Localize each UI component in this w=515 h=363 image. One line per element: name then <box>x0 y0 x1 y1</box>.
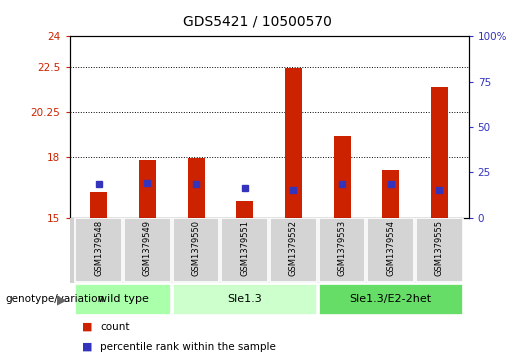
Text: genotype/variation: genotype/variation <box>5 294 104 305</box>
Bar <box>334 136 351 218</box>
Text: wild type: wild type <box>98 294 148 305</box>
Text: GSM1379554: GSM1379554 <box>386 220 396 276</box>
Text: count: count <box>100 322 130 332</box>
Bar <box>285 68 302 218</box>
FancyBboxPatch shape <box>270 219 317 282</box>
Text: percentile rank within the sample: percentile rank within the sample <box>100 342 277 352</box>
FancyBboxPatch shape <box>75 285 171 314</box>
Text: GSM1379555: GSM1379555 <box>435 220 444 276</box>
Text: Sle1.3: Sle1.3 <box>228 294 262 305</box>
FancyBboxPatch shape <box>173 219 219 282</box>
Text: ■: ■ <box>82 322 93 332</box>
Bar <box>382 170 399 218</box>
Text: GSM1379549: GSM1379549 <box>143 220 152 276</box>
FancyBboxPatch shape <box>319 285 463 314</box>
Text: GSM1379553: GSM1379553 <box>338 220 347 276</box>
Text: GSM1379548: GSM1379548 <box>94 220 103 276</box>
FancyBboxPatch shape <box>75 219 122 282</box>
Text: GDS5421 / 10500570: GDS5421 / 10500570 <box>183 15 332 29</box>
Text: Sle1.3/E2-2het: Sle1.3/E2-2het <box>350 294 432 305</box>
FancyBboxPatch shape <box>416 219 463 282</box>
Text: ■: ■ <box>82 342 93 352</box>
Bar <box>187 158 204 218</box>
Bar <box>431 87 448 218</box>
Bar <box>90 192 107 218</box>
FancyBboxPatch shape <box>319 219 366 282</box>
Text: GSM1379550: GSM1379550 <box>192 220 200 276</box>
Bar <box>236 201 253 218</box>
FancyBboxPatch shape <box>367 219 414 282</box>
Text: GSM1379552: GSM1379552 <box>289 220 298 276</box>
Text: GSM1379551: GSM1379551 <box>241 220 249 276</box>
FancyBboxPatch shape <box>124 219 171 282</box>
Bar <box>139 160 156 218</box>
FancyBboxPatch shape <box>221 219 268 282</box>
FancyBboxPatch shape <box>173 285 317 314</box>
Text: ▶: ▶ <box>57 293 66 306</box>
